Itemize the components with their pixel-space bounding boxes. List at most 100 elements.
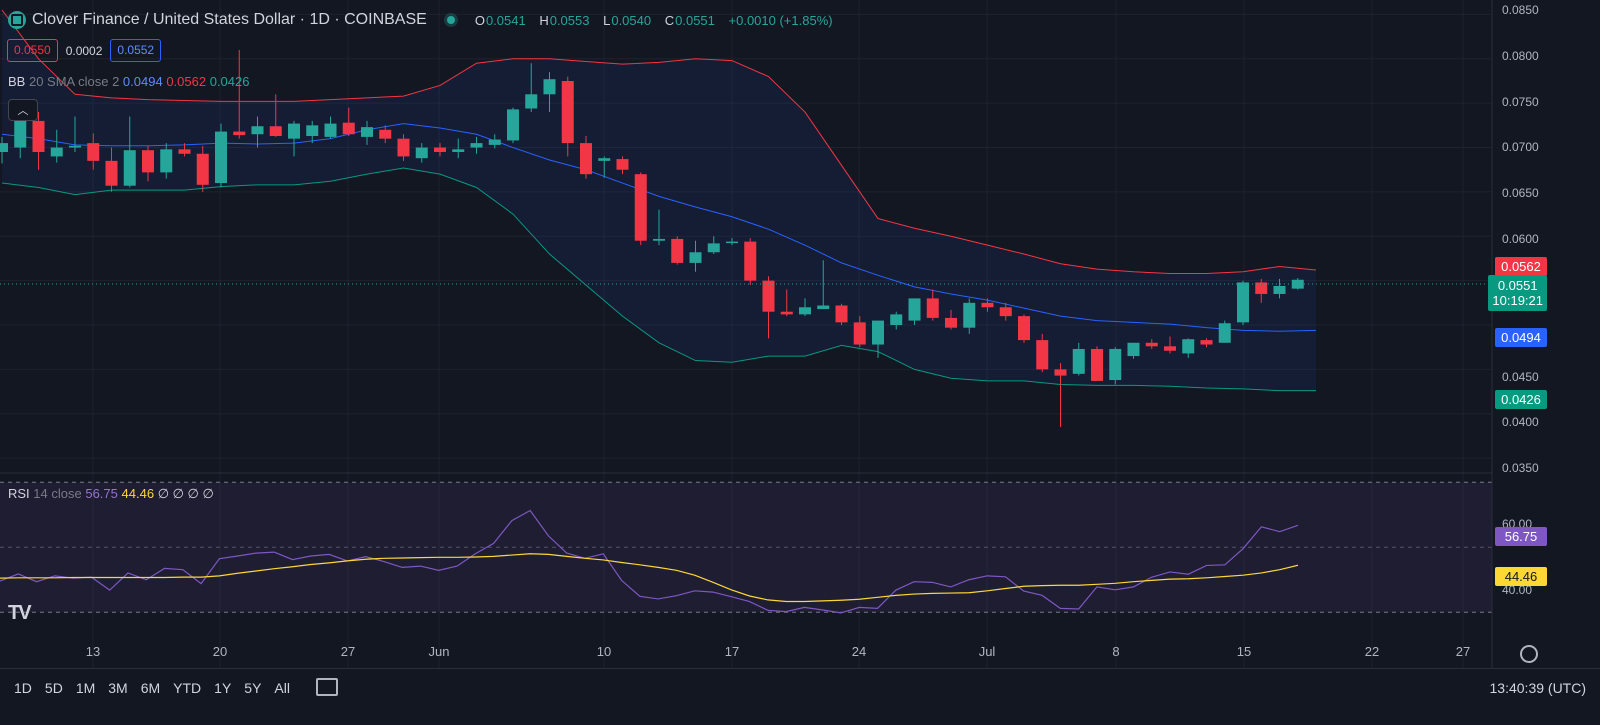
candle[interactable]: [525, 63, 538, 113]
candle[interactable]: [689, 240, 702, 272]
candle[interactable]: [762, 276, 775, 339]
candle[interactable]: [817, 260, 830, 310]
candle[interactable]: [580, 136, 592, 179]
time-tick[interactable]: 10: [596, 644, 612, 659]
candle[interactable]: [1109, 347, 1122, 385]
timeframe-5d[interactable]: 5D: [44, 680, 63, 696]
time-tick[interactable]: 13: [85, 644, 101, 659]
candle[interactable]: [908, 298, 921, 326]
tradingview-logo-icon[interactable]: TV: [8, 602, 32, 624]
candle[interactable]: [105, 147, 118, 192]
candle[interactable]: [1127, 342, 1140, 359]
timeframe-all[interactable]: All: [274, 680, 290, 696]
time-tick[interactable]: 24: [851, 644, 867, 659]
candle[interactable]: [488, 134, 501, 149]
candle[interactable]: [963, 298, 976, 334]
candle[interactable]: [1091, 346, 1103, 381]
candle[interactable]: [1164, 336, 1176, 354]
candle[interactable]: [744, 238, 757, 286]
candle[interactable]: [598, 156, 611, 178]
candle[interactable]: [251, 116, 264, 148]
candle[interactable]: [799, 298, 811, 317]
candle[interactable]: [1182, 338, 1195, 358]
candle[interactable]: [1036, 333, 1049, 373]
rsi-ma-line[interactable]: [0, 553, 1299, 603]
candle[interactable]: [32, 112, 45, 170]
candle[interactable]: [999, 302, 1012, 321]
price-tick[interactable]: 0.0700: [1502, 140, 1539, 154]
timeframe-1d[interactable]: 1D: [14, 680, 32, 696]
candle[interactable]: [1291, 277, 1304, 290]
candle[interactable]: [543, 72, 556, 113]
candle[interactable]: [342, 107, 355, 137]
time-tick[interactable]: Jun: [428, 644, 450, 659]
candle[interactable]: [269, 94, 282, 137]
symbol-header[interactable]: Clover Finance / United States Dollar · …: [8, 9, 833, 31]
candle[interactable]: [50, 129, 63, 163]
chart-canvas[interactable]: [0, 0, 1600, 668]
bb-legend[interactable]: BB 20 SMA close 2 0.0494 0.0562 0.0426: [8, 74, 249, 89]
candle[interactable]: [87, 133, 100, 170]
time-tick[interactable]: 27: [340, 644, 356, 659]
candle[interactable]: [872, 320, 884, 358]
candle[interactable]: [945, 309, 957, 330]
price-tick[interactable]: 0.0750: [1502, 95, 1539, 109]
time-tick[interactable]: 27: [1455, 644, 1471, 659]
candle[interactable]: [233, 49, 246, 139]
price-tick[interactable]: 0.0850: [1502, 3, 1539, 17]
candle[interactable]: [653, 209, 665, 246]
timeframe-1y[interactable]: 1Y: [214, 680, 232, 696]
candle[interactable]: [215, 123, 227, 188]
candle[interactable]: [853, 316, 866, 348]
timeframe-5y[interactable]: 5Y: [244, 680, 262, 696]
candle[interactable]: [0, 136, 8, 164]
candle[interactable]: [507, 107, 519, 144]
candle[interactable]: [926, 289, 939, 321]
price-tick[interactable]: 0.0350: [1502, 461, 1539, 475]
candle[interactable]: [288, 120, 300, 157]
buy-price-button[interactable]: 0.0552: [110, 39, 162, 62]
candle[interactable]: [981, 298, 994, 312]
candle[interactable]: [324, 116, 337, 139]
candle[interactable]: [671, 236, 684, 265]
bb-upper-line[interactable]: [1, 9, 1317, 275]
candle[interactable]: [835, 303, 848, 326]
time-tick[interactable]: 8: [1112, 644, 1120, 659]
sell-price-button[interactable]: 0.0550: [7, 39, 58, 62]
price-tick[interactable]: 0.0650: [1502, 186, 1539, 200]
candle[interactable]: [397, 134, 410, 161]
candle[interactable]: [123, 116, 136, 188]
price-tick[interactable]: 0.0600: [1502, 232, 1539, 246]
timeframe-6m[interactable]: 6M: [140, 680, 161, 696]
candle[interactable]: [306, 120, 319, 144]
candle[interactable]: [1072, 342, 1085, 376]
candle[interactable]: [780, 289, 793, 317]
candle[interactable]: [1255, 278, 1268, 303]
timeframe-ytd[interactable]: YTD: [173, 680, 202, 696]
candle[interactable]: [726, 238, 738, 246]
price-tick[interactable]: 0.0450: [1502, 370, 1539, 384]
time-tick[interactable]: Jul: [978, 644, 996, 659]
settings-gear-icon[interactable]: [1520, 645, 1538, 663]
price-tick[interactable]: 0.0800: [1502, 49, 1539, 63]
time-tick[interactable]: 15: [1236, 644, 1252, 659]
candle[interactable]: [1145, 339, 1158, 349]
price-tick[interactable]: 0.0400: [1502, 415, 1539, 429]
rsi-legend[interactable]: RSI 14 close 56.75 44.46 ∅ ∅ ∅ ∅: [8, 486, 214, 502]
candle[interactable]: [1237, 280, 1249, 326]
candle[interactable]: [561, 76, 574, 157]
candle[interactable]: [707, 236, 720, 255]
utc-clock[interactable]: 13:40:39 (UTC): [1489, 680, 1586, 696]
candle[interactable]: [452, 138, 465, 159]
candle[interactable]: [634, 172, 647, 246]
candle[interactable]: [470, 136, 483, 154]
candle[interactable]: [142, 145, 154, 182]
time-tick[interactable]: 22: [1364, 644, 1380, 659]
timeframe-3m[interactable]: 3M: [108, 680, 128, 696]
timeframe-1m[interactable]: 1M: [75, 680, 96, 696]
candle[interactable]: [361, 120, 373, 145]
candle[interactable]: [1200, 338, 1213, 348]
candle[interactable]: [1018, 314, 1030, 343]
rsi-line[interactable]: [0, 509, 1299, 614]
candle[interactable]: [434, 143, 446, 157]
